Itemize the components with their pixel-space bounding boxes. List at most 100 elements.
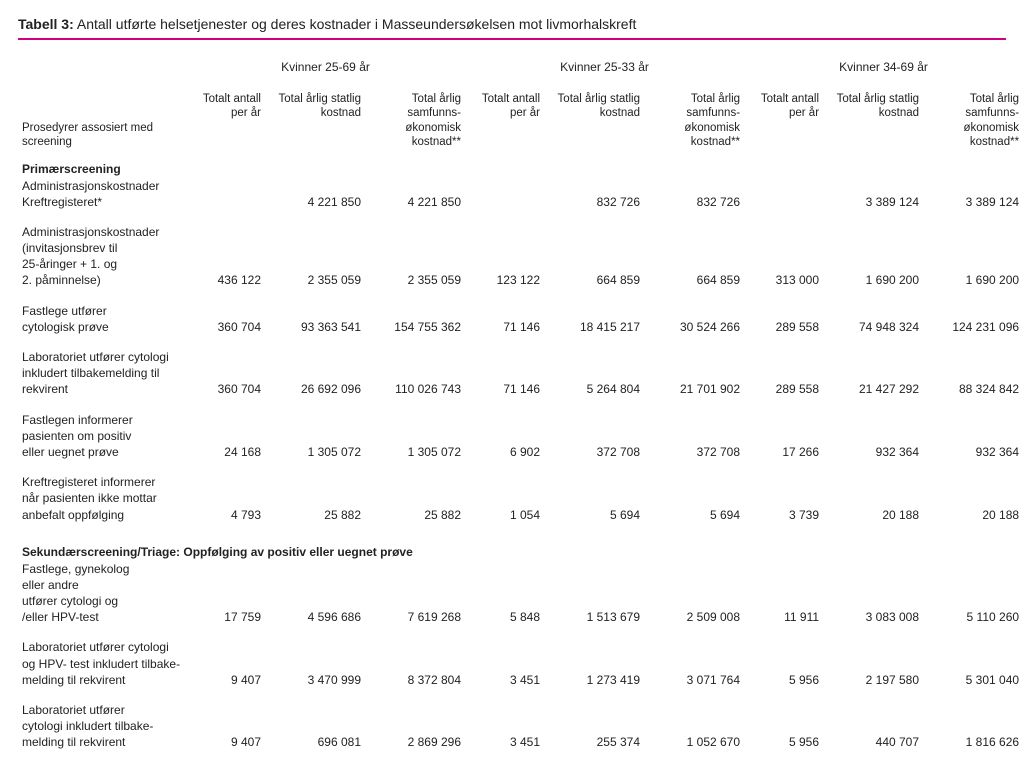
cell: 5 301 040	[923, 672, 1023, 702]
table-row: eller andre	[18, 577, 1023, 593]
cell	[186, 639, 265, 655]
cell	[744, 474, 823, 490]
cell: 2 869 296	[365, 734, 465, 764]
cell	[923, 428, 1023, 444]
cell	[923, 577, 1023, 593]
cell	[365, 639, 465, 655]
row-label: anbefalt oppfølging	[18, 507, 186, 537]
cell: 932 364	[923, 444, 1023, 474]
cell	[923, 561, 1023, 577]
section-header: Primærscreening	[18, 154, 1023, 178]
row-label: Laboratoriet utfører	[18, 702, 186, 718]
table-row: Kreftregisteret*4 221 8504 221 850832 72…	[18, 194, 1023, 224]
cell	[823, 428, 923, 444]
table-row: Administrasjonskostnader	[18, 178, 1023, 194]
cell	[923, 224, 1023, 240]
cell	[365, 656, 465, 672]
cell	[644, 365, 744, 381]
cell	[644, 593, 744, 609]
cell	[465, 718, 544, 734]
cell	[186, 240, 265, 256]
cell: 2 355 059	[365, 272, 465, 302]
cell	[544, 349, 644, 365]
row-label: Kreftregisteret*	[18, 194, 186, 224]
cell	[265, 349, 365, 365]
row-label: Fastlege, gynekolog	[18, 561, 186, 577]
cell: 7 619 268	[365, 609, 465, 639]
cell	[823, 702, 923, 718]
cell: 154 755 362	[365, 319, 465, 349]
cell	[465, 256, 544, 272]
row-label: eller andre	[18, 577, 186, 593]
cell: 93 363 541	[265, 319, 365, 349]
cell	[365, 412, 465, 428]
cell	[923, 240, 1023, 256]
cell: 832 726	[544, 194, 644, 224]
cell	[823, 224, 923, 240]
cell	[744, 656, 823, 672]
cell	[186, 702, 265, 718]
cell	[644, 490, 744, 506]
cell	[265, 561, 365, 577]
cell	[365, 702, 465, 718]
cell	[465, 702, 544, 718]
cell	[186, 224, 265, 240]
cell	[186, 490, 265, 506]
cell	[923, 656, 1023, 672]
cell: 360 704	[186, 319, 265, 349]
row-label: Laboratoriet utfører cytologi	[18, 639, 186, 655]
cell: 932 364	[823, 444, 923, 474]
table-row: Laboratoriet utfører cytologi	[18, 639, 1023, 655]
cell	[823, 656, 923, 672]
group-header: Kvinner 34-69 år	[744, 58, 1023, 90]
table-row: utfører cytologi og	[18, 593, 1023, 609]
col-header: Total årlig samfunns-økonomisk kostnad**	[644, 90, 744, 154]
cell: 17 266	[744, 444, 823, 474]
cell	[186, 656, 265, 672]
cell	[744, 577, 823, 593]
cell	[744, 561, 823, 577]
cell	[265, 428, 365, 444]
cell	[544, 593, 644, 609]
cell	[923, 474, 1023, 490]
group-header-row: Kvinner 25-69 år Kvinner 25-33 år Kvinne…	[18, 58, 1023, 90]
cell	[644, 256, 744, 272]
cell	[744, 412, 823, 428]
table-row: når pasienten ikke mottar	[18, 490, 1023, 506]
cell	[265, 718, 365, 734]
cell	[365, 349, 465, 365]
cell	[186, 474, 265, 490]
cell: 1 305 072	[365, 444, 465, 474]
cell: 4 221 850	[365, 194, 465, 224]
cell	[823, 412, 923, 428]
cell: 1 690 200	[923, 272, 1023, 302]
cell	[465, 178, 544, 194]
cell: 1 513 679	[544, 609, 644, 639]
table-row: (invitasjonsbrev til	[18, 240, 1023, 256]
cell: 21 427 292	[823, 381, 923, 411]
cell	[265, 412, 365, 428]
col-header: Total årlig statlig kostnad	[265, 90, 365, 154]
section-title: Primærscreening	[18, 154, 1023, 178]
cell	[544, 240, 644, 256]
cell	[544, 639, 644, 655]
cell: 124 231 096	[923, 319, 1023, 349]
col-header: Total årlig statlig kostnad	[544, 90, 644, 154]
cell	[823, 490, 923, 506]
cell	[265, 577, 365, 593]
cell	[823, 561, 923, 577]
cell: 30 524 266	[644, 319, 744, 349]
cell	[823, 577, 923, 593]
cell	[823, 240, 923, 256]
table-row: /eller HPV-test17 7594 596 6867 619 2685…	[18, 609, 1023, 639]
cell	[744, 349, 823, 365]
cell: 436 122	[186, 272, 265, 302]
cell	[544, 474, 644, 490]
col-header: Totalt antall per år	[186, 90, 265, 154]
row-label: 25-åringer + 1. og	[18, 256, 186, 272]
cell: 25 882	[365, 507, 465, 537]
cell: 2 509 008	[644, 609, 744, 639]
cell	[823, 178, 923, 194]
row-label: og HPV- test inkludert tilbake-	[18, 656, 186, 672]
cell: 5 694	[544, 507, 644, 537]
